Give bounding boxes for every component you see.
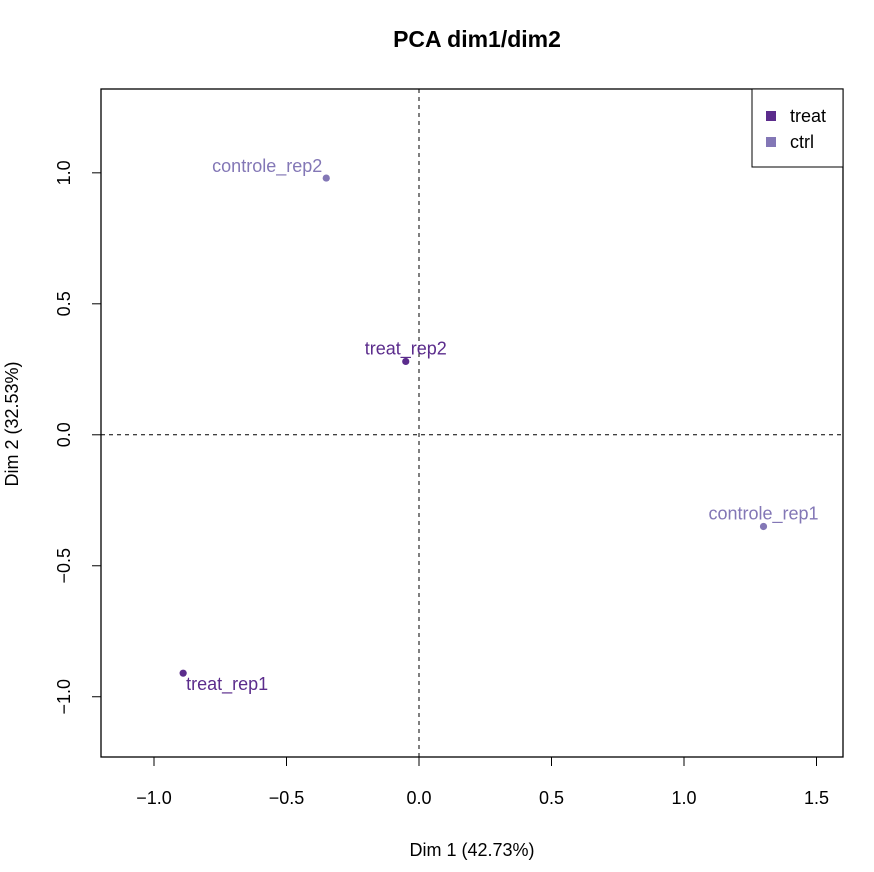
legend-swatch: [766, 137, 776, 147]
y-tick-label: −1.0: [54, 679, 74, 715]
legend-swatch: [766, 111, 776, 121]
data-point: [402, 357, 410, 366]
x-tick-label: 0.0: [406, 788, 431, 808]
data-point: [759, 522, 768, 531]
x-axis-label: Dim 1 (42.73%): [409, 840, 534, 860]
x-tick-label: −1.0: [136, 788, 172, 808]
points-layer: treat_rep2 treat_rep1 controle_rep2control…: [179, 156, 819, 695]
y-tick-label: −0.5: [54, 548, 74, 584]
plot-area: [100, 88, 844, 758]
x-tick-label: −0.5: [269, 788, 305, 808]
legend: treat ctrl: [751, 88, 844, 168]
y-tick-label: 1.0: [54, 160, 74, 185]
x-tick-label: 1.5: [804, 788, 829, 808]
point-label: treat_rep1: [186, 674, 268, 695]
chart-title: PCA dim1/dim2: [393, 26, 561, 52]
point-label: treat_rep2: [365, 338, 447, 359]
data-point: [322, 174, 330, 182]
y-tick-label: 0.0: [54, 422, 74, 447]
data-point: [179, 669, 187, 677]
point-label: controle_rep2: [212, 156, 322, 177]
y-axis: −1.0 −0.5 0.0 0.5 1.0: [54, 160, 102, 715]
x-tick-label: 0.5: [539, 788, 564, 808]
x-tick-label: 1.0: [671, 788, 696, 808]
plot-border: [100, 88, 844, 758]
point-label: controle_rep1: [708, 503, 818, 524]
x-axis: −1.0 −0.5 0.0 0.5 1.0 1.5: [136, 756, 829, 808]
legend-label: treat: [790, 106, 826, 126]
y-tick-label: 0.5: [54, 291, 74, 316]
legend-label: ctrl: [790, 132, 814, 152]
legend-box: [751, 88, 844, 168]
y-axis-label: Dim 2 (32.53%): [2, 361, 22, 486]
